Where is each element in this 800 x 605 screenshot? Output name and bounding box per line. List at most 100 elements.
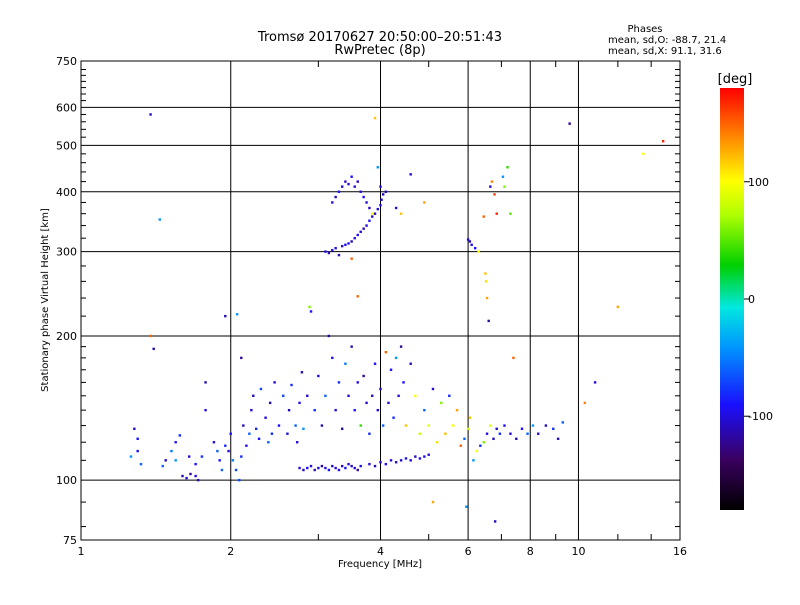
echo-point: [306, 466, 309, 470]
echo-point: [350, 175, 353, 178]
echo-point: [409, 459, 412, 462]
x-tick-labels: 1 2 4 6 8 10 16: [78, 545, 688, 558]
echo-point: [493, 193, 496, 196]
echo-point: [294, 424, 297, 427]
plot-area: 1 2 4 6 8 10 16 75 100 200 300 400 500 600 750: [56, 55, 687, 558]
echo-point: [152, 347, 155, 351]
colorbar-tick-label: 100: [748, 176, 769, 189]
echo-point: [238, 478, 241, 482]
echo-point: [313, 408, 316, 412]
echo-point: [327, 468, 331, 472]
echo-point: [509, 212, 512, 215]
echo-point: [324, 394, 327, 398]
echo-point: [290, 383, 293, 387]
echo-point: [459, 444, 462, 447]
echo-point: [282, 394, 285, 398]
echo-point: [174, 459, 177, 462]
echo-point: [399, 345, 403, 348]
x-tick-label: 6: [465, 545, 472, 558]
grid-lines: [81, 61, 680, 540]
echo-point: [298, 401, 301, 405]
echo-point: [268, 401, 272, 405]
echo-point: [227, 449, 230, 453]
echo-point: [187, 455, 191, 458]
echo-point: [373, 116, 377, 120]
echo-point: [418, 432, 422, 435]
echo-point: [473, 246, 477, 250]
echo-point: [394, 461, 398, 464]
echo-point: [512, 356, 515, 360]
echo-point: [381, 193, 385, 196]
echo-point: [347, 182, 350, 186]
echo-point: [334, 408, 337, 412]
echo-point: [485, 296, 489, 300]
echo-point: [158, 218, 161, 221]
echo-point: [485, 432, 489, 435]
echo-point: [129, 455, 133, 458]
echo-point: [331, 249, 334, 252]
echo-point: [409, 173, 412, 176]
echo-point: [427, 453, 430, 456]
echo-point: [427, 424, 430, 427]
echo-point: [394, 206, 398, 210]
echo-point: [231, 459, 235, 462]
echo-point: [331, 356, 334, 360]
echo-point: [324, 466, 327, 470]
echo-point: [482, 441, 485, 444]
echo-point: [384, 462, 388, 466]
echo-point: [431, 387, 435, 391]
colorbar-label: [deg]: [718, 72, 753, 87]
echo-point: [404, 424, 408, 427]
legend-line-o: mean, sd,O: -88.7, 21.4: [608, 35, 726, 46]
echo-point: [368, 206, 371, 210]
echo-point: [216, 449, 219, 453]
echo-point: [387, 401, 390, 405]
echo-point: [181, 474, 184, 478]
chart-subtitle: RwPretec (8p): [334, 43, 425, 58]
echo-point: [365, 401, 368, 405]
colorbar-ticks: 100 0 -100: [744, 176, 773, 423]
echo-point: [399, 459, 403, 462]
echo-point: [334, 246, 337, 250]
echo-point: [170, 449, 173, 453]
echo-point: [178, 434, 182, 437]
echo-point: [506, 166, 509, 169]
echo-point: [455, 408, 459, 412]
echo-point: [537, 432, 540, 435]
echo-point: [448, 394, 451, 398]
echo-point: [350, 345, 353, 348]
echo-point: [264, 416, 267, 419]
echo-point: [356, 295, 359, 298]
echo-point: [327, 251, 331, 255]
echo-point: [273, 381, 276, 384]
colorbar-tick-label: -100: [748, 410, 773, 423]
echo-point: [373, 464, 377, 468]
echo-point: [414, 455, 417, 458]
echo-point: [520, 427, 524, 431]
colorbar: [deg] 100 0 -100: [718, 72, 773, 510]
echo-point: [317, 466, 320, 470]
echo-point: [490, 180, 494, 183]
echo-point: [487, 319, 490, 323]
echo-point: [340, 244, 344, 248]
y-tick-label: 300: [56, 246, 77, 259]
echo-point: [189, 472, 192, 476]
echo-point: [340, 464, 344, 468]
echo-point: [327, 334, 331, 338]
echo-point: [356, 468, 359, 472]
echo-point: [164, 459, 167, 462]
x-tick-label: 8: [527, 545, 534, 558]
echo-point: [320, 424, 324, 427]
echo-point: [359, 464, 362, 468]
echo-point: [484, 280, 488, 283]
echo-point: [465, 505, 468, 508]
echo-point: [250, 408, 253, 412]
echo-point: [245, 444, 248, 447]
echo-point: [229, 432, 232, 435]
echo-point: [373, 362, 377, 365]
echo-point: [389, 459, 393, 462]
echo-point: [350, 257, 353, 260]
echo-point: [368, 462, 371, 466]
echo-point: [350, 464, 353, 468]
echo-point: [306, 394, 309, 398]
